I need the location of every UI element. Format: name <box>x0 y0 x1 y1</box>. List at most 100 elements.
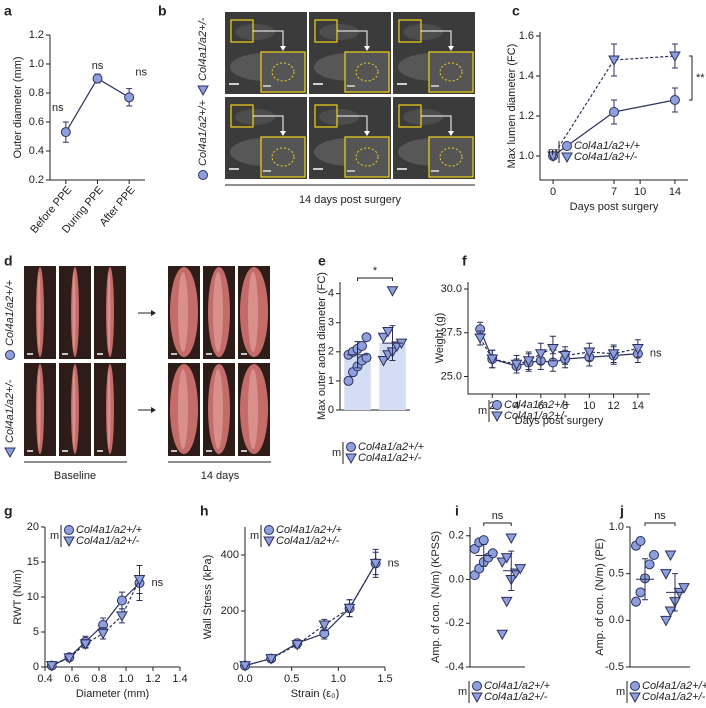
arrow <box>253 115 284 133</box>
marker-triangle <box>496 557 509 569</box>
legend-entry: Col4a1/a2+/+ <box>574 140 641 152</box>
marker-triangle <box>79 639 92 650</box>
series-line <box>479 337 638 365</box>
marker-circle <box>492 400 502 410</box>
y-tick-label: 1.2 <box>519 110 534 122</box>
zoom-box <box>260 51 306 93</box>
arrow <box>337 115 368 133</box>
series-line <box>244 563 377 667</box>
lumen-outline <box>439 62 463 82</box>
marker-triangle <box>474 333 486 345</box>
marker-triangle <box>491 411 503 423</box>
y-tick-label: 1.0 <box>609 521 624 533</box>
legend-entry: Col4a1/a2+/+ <box>358 441 425 453</box>
zoom-box <box>428 136 474 178</box>
x-axis-label: Strain (ε₀) <box>291 688 340 700</box>
marker-triangle <box>522 356 535 367</box>
y-tick-label: 0 <box>328 404 334 416</box>
legend-entry: Col4a1/a2+/+ <box>76 524 143 536</box>
x-tick-label: 1.0 <box>331 673 346 685</box>
panel-label: d <box>4 253 13 269</box>
arrow-head <box>448 46 454 51</box>
y-tick-label: 1.0 <box>519 150 534 162</box>
marker-circle <box>64 525 74 535</box>
y-tick-label: 0 <box>233 661 239 673</box>
arrow <box>337 30 368 48</box>
series-line <box>51 579 141 667</box>
x-tick-label: 12 <box>607 400 619 412</box>
marker-triangle <box>608 55 620 67</box>
legend-label: m <box>50 530 59 542</box>
series-line <box>51 582 140 667</box>
annotation: ns <box>492 510 504 522</box>
axis-line <box>244 527 385 668</box>
zoom-box <box>428 51 474 93</box>
zoom-box <box>344 51 390 93</box>
marker-triangle <box>664 550 677 562</box>
sig-bracket <box>644 522 676 526</box>
annotation: * <box>373 265 378 277</box>
legend-label: m <box>458 686 467 698</box>
y-tick-label: 3 <box>328 317 334 329</box>
panel-label: i <box>455 503 459 519</box>
error-bar <box>480 544 487 567</box>
y-axis-label: Outer diameter (mm) <box>12 56 24 158</box>
marker-circle <box>478 535 489 546</box>
marker-triangle <box>547 151 559 163</box>
marker-circle <box>635 587 646 598</box>
legend-entry: Col4a1/a2+/- <box>276 535 340 547</box>
x-tick-label: 0.0 <box>237 673 252 685</box>
marker-circle <box>644 559 655 570</box>
panel-label: f <box>462 253 467 269</box>
image-texture <box>235 24 275 40</box>
marker-circle <box>92 73 103 84</box>
x-tick-label: 0.8 <box>91 673 106 685</box>
sig-bracket <box>357 277 393 281</box>
marker-triangle <box>505 533 518 544</box>
y-tick-label: 5 <box>33 626 39 638</box>
annotation: ns <box>650 348 662 360</box>
sig-bracket <box>483 522 512 526</box>
y-tick-label: -0.5 <box>605 661 624 673</box>
legend-entry: Col4a1/a2+/- <box>504 410 568 422</box>
marker-circle <box>198 170 208 180</box>
series-line <box>552 55 675 157</box>
y-tick-label: 27.5 <box>441 327 462 339</box>
marker-triangle <box>377 332 390 344</box>
aorta-highlight <box>37 272 41 352</box>
x-tick-label: 1.2 <box>145 673 160 685</box>
y-axis-label: Max lumen diameter (FC) <box>506 44 518 169</box>
panel-label: a <box>4 3 12 19</box>
panel-label: h <box>200 503 209 519</box>
y-tick-label: 0.0 <box>609 614 624 626</box>
marker-triangle <box>263 536 275 548</box>
y-tick-label: 25.0 <box>441 370 462 382</box>
marker-circle <box>361 352 372 363</box>
aorta-highlight <box>37 369 41 449</box>
y-tick-label: 0.4 <box>29 145 44 157</box>
marker-triangle <box>386 286 399 297</box>
y-tick-label: 1 <box>328 375 334 387</box>
aorta-highlight <box>72 272 76 352</box>
y-tick-label: 1.2 <box>29 29 44 41</box>
row-label: Col4a1/a2+/- <box>4 379 16 443</box>
panel-label: e <box>318 253 326 269</box>
legend-label: m <box>616 686 625 698</box>
x-tick-label: 0.4 <box>37 673 52 685</box>
x-axis-label: Days post surgery <box>570 201 659 213</box>
marker-circle <box>346 442 356 452</box>
aorta-highlight <box>213 272 223 352</box>
x-tick-label: 0.5 <box>284 673 299 685</box>
marker-triangle <box>395 338 408 350</box>
y-tick-label: 15 <box>27 556 39 568</box>
marker-triangle <box>197 85 209 97</box>
marker-triangle <box>343 603 356 615</box>
arrow-head <box>151 310 156 316</box>
marker-circle <box>60 127 71 138</box>
marker-triangle <box>63 536 75 548</box>
legend-entry: Col4a1/a2+/+ <box>504 399 571 411</box>
marker-triangle <box>471 692 483 704</box>
image-texture <box>403 109 443 125</box>
image-caption: 14 days <box>201 470 240 482</box>
lumen-outline <box>271 147 295 167</box>
